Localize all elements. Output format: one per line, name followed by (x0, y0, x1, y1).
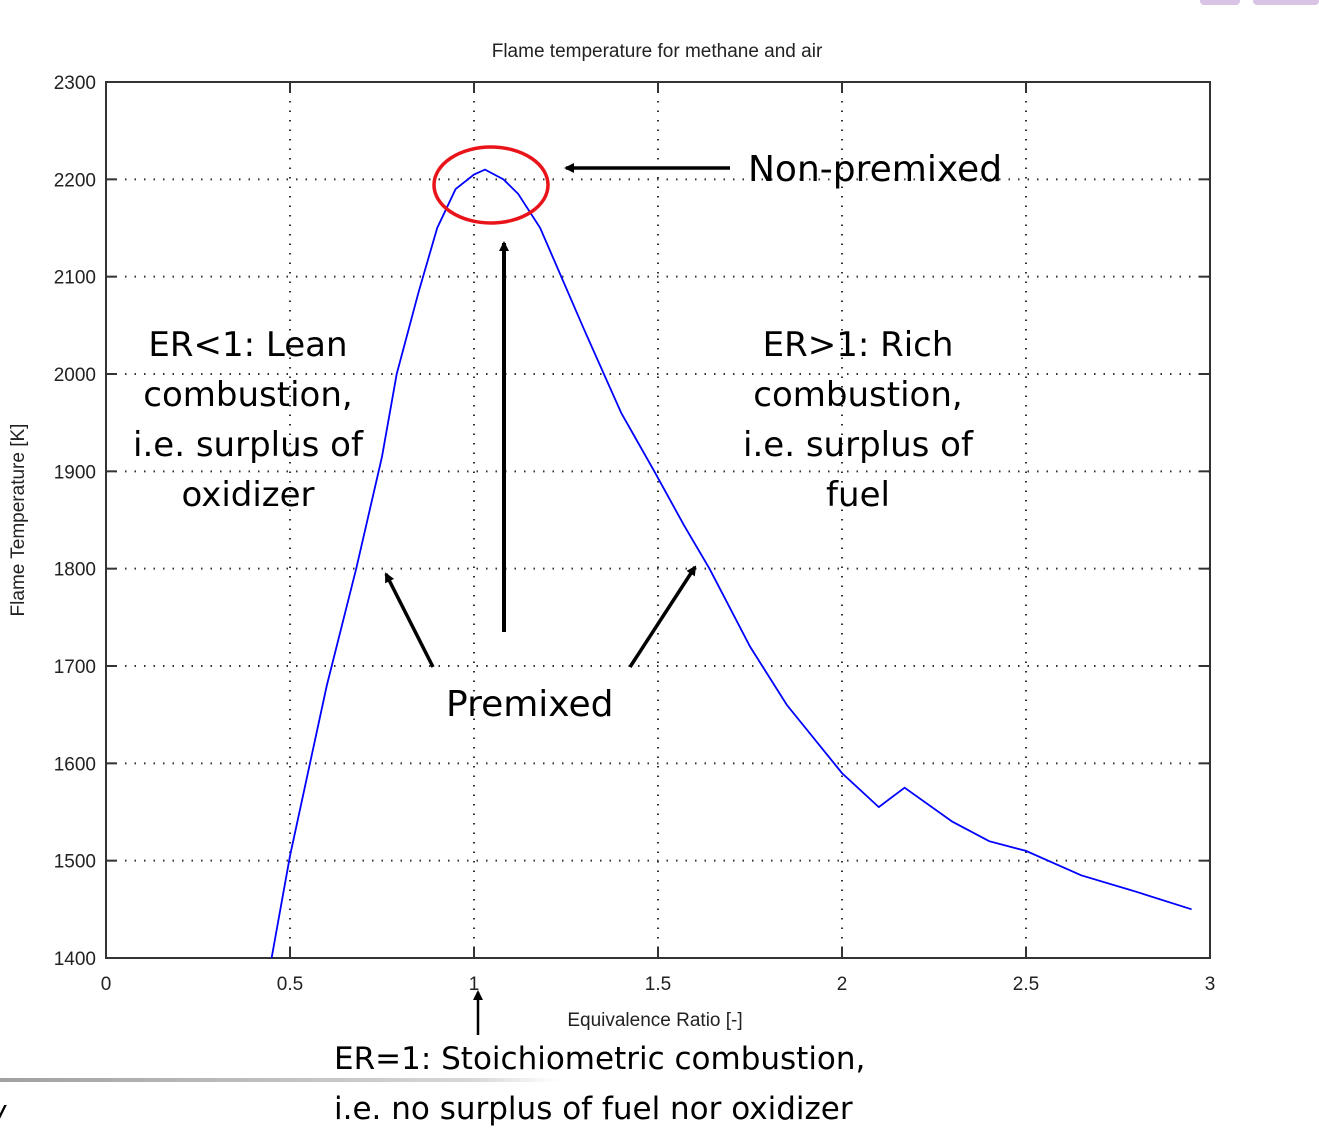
y-axis-label: Flame Temperature [K] (8, 424, 29, 617)
slide-decoration-bar-2 (1253, 0, 1286, 5)
x-tick-label: 2.5 (1013, 974, 1039, 995)
x-tick-label: 1.5 (645, 974, 671, 995)
y-tick-label: 2000 (54, 365, 96, 386)
y-tick-label: 2100 (54, 268, 96, 289)
y-tick-label: 1500 (54, 852, 96, 873)
grid-lines (106, 82, 1210, 958)
non-premixed-label: Non-premixed (748, 149, 1003, 190)
x-axis-label: Equivalence Ratio [-] (567, 1010, 742, 1031)
x-tick-label: 0 (101, 974, 112, 995)
rich-annotation: ER>1: Rich combustion, i.e. surplus of f… (738, 320, 978, 520)
y-tick-label: 2300 (54, 73, 96, 94)
slide-decoration-bar-1 (1200, 0, 1240, 5)
lean-line-2: combustion, (143, 375, 353, 415)
y-tick-label: 1600 (54, 754, 96, 775)
x-tick-label: 3 (1205, 974, 1216, 995)
stoich-line-2: i.e. no surplus of fuel nor oxidizer (334, 1091, 853, 1127)
flame-temperature-line (270, 168, 1192, 959)
footer-divider (0, 1078, 560, 1082)
lean-line-3: i.e. surplus of (133, 425, 363, 465)
rich-line-1: ER>1: Rich (762, 325, 954, 365)
premixed-right-arrow (628, 565, 697, 668)
rich-line-2: combustion, (753, 375, 963, 415)
stoich-annotation: ER=1: Stoichiometric combustion, i.e. no… (334, 1034, 865, 1134)
rich-line-3: i.e. surplus of (743, 425, 973, 465)
slide-decoration-bar-3 (1280, 0, 1319, 5)
chart-title: Flame temperature for methane and air (492, 41, 823, 62)
lean-line-1: ER<1: Lean (148, 325, 348, 365)
y-tick-label: 2200 (54, 170, 96, 191)
x-tick-label: 2 (837, 974, 848, 995)
stoich-line-1: ER=1: Stoichiometric combustion, (334, 1041, 866, 1077)
y-tick-label: 1900 (54, 462, 96, 483)
y-tick-label: 1700 (54, 657, 96, 678)
x-tick-label: 1 (469, 974, 480, 995)
footer-text-fragment: / (0, 1100, 4, 1135)
lean-line-4: oxidizer (181, 475, 315, 515)
y-tick-label: 1400 (54, 949, 96, 970)
x-tick-label: 0.5 (277, 974, 303, 995)
x-tick-labels: 0 0.5 1 1.5 2 2.5 3 (101, 974, 1216, 995)
premixed-left-arrow (384, 572, 435, 668)
non-premixed-highlight-ellipse (432, 145, 550, 225)
lean-annotation: ER<1: Lean combustion, i.e. surplus of o… (128, 320, 368, 520)
y-tick-labels: 1400 1500 1600 1700 1800 1900 2000 2100 2200 2300 (54, 73, 96, 970)
axis-ticks (105, 81, 1211, 959)
premixed-label: Premixed (446, 684, 614, 725)
rich-line-4: fuel (826, 475, 890, 515)
y-tick-label: 1800 (54, 560, 96, 581)
